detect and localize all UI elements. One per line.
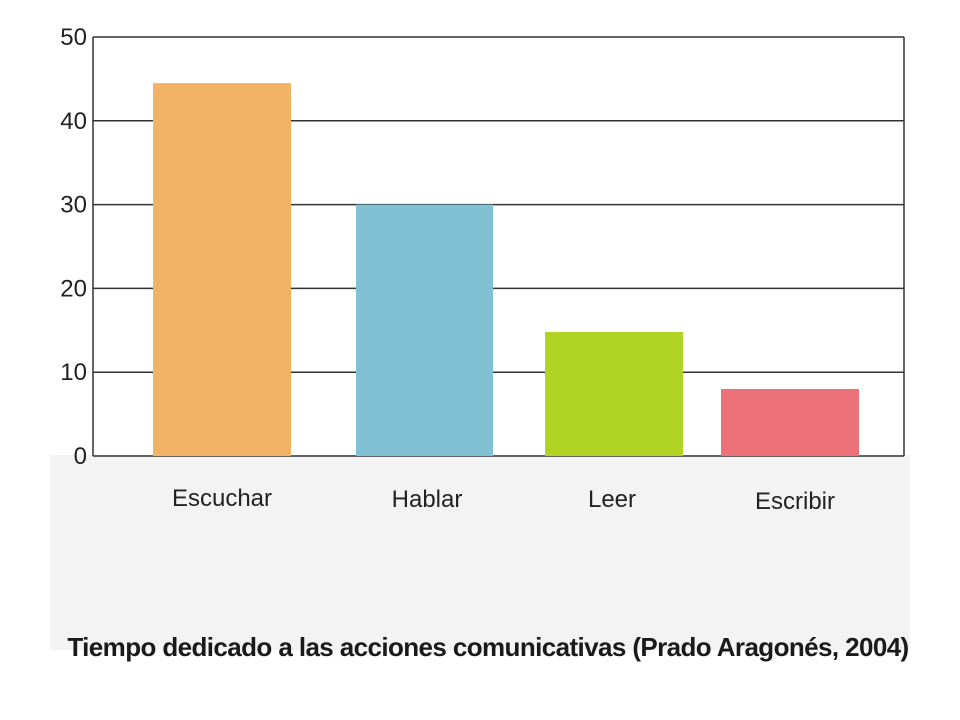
- x-category-labels: Escuchar Hablar Leer Escribir: [172, 485, 835, 515]
- y-tick-label: 10: [60, 359, 87, 386]
- y-tick-label: 50: [60, 24, 87, 51]
- chart-background-panel: [50, 455, 910, 650]
- bar-escuchar: [153, 83, 291, 456]
- y-tick-labels: 0 10 20 30 40 50: [60, 24, 87, 470]
- y-tick-label: 0: [74, 443, 87, 470]
- bars: [153, 83, 859, 456]
- y-tick-label: 20: [60, 275, 87, 302]
- chart-title: Tiempo dedicado a las acciones comunicat…: [67, 632, 909, 662]
- x-category-label-escribir: Escribir: [755, 488, 835, 515]
- y-tick-label: 30: [60, 192, 87, 219]
- bar-escribir: [721, 388, 859, 456]
- x-category-label-escuchar: Escuchar: [172, 485, 272, 512]
- axes: [92, 37, 905, 456]
- bar-hablar: [356, 204, 493, 456]
- x-category-label-leer: Leer: [588, 486, 636, 513]
- y-tick-label: 40: [60, 108, 87, 135]
- bar-leer: [545, 331, 683, 456]
- x-category-label-hablar: Hablar: [392, 486, 463, 513]
